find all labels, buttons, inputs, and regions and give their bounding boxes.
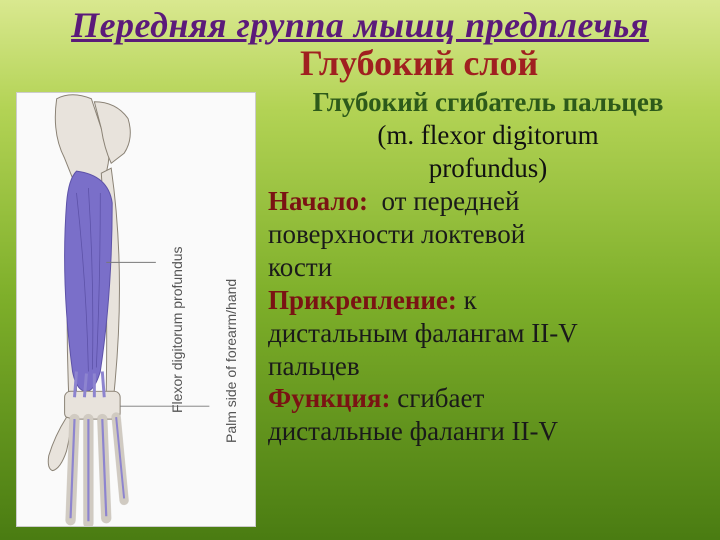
muscle-name: Глубокий сгибатель пальцев <box>268 86 708 119</box>
function-line-2: дистальные фаланги II-V <box>268 415 708 448</box>
figure-label-muscle: Flexor digitorum profundus <box>169 246 185 413</box>
page-title: Передняя группа мышц предплечья <box>0 0 720 46</box>
forearm-illustration <box>17 93 255 526</box>
origin-line-2: поверхности локтевой <box>268 218 708 251</box>
function-text-a: сгибает <box>397 383 484 413</box>
latin-name-line1: (m. flexor digitorum <box>268 119 708 152</box>
origin-label: Начало: <box>268 186 368 216</box>
origin-text-a: от передней <box>382 186 520 216</box>
insertion-label: Прикрепление: <box>268 285 457 315</box>
insertion-line-3: пальцев <box>268 350 708 383</box>
text-block: Глубокий сгибатель пальцев (m. flexor di… <box>268 86 708 448</box>
insertion-text-a: к <box>464 285 477 315</box>
latin-name-line2: profundus) <box>268 152 708 185</box>
insertion-line-2: дистальным фалангам II-V <box>268 317 708 350</box>
origin-line-1: Начало: от передней <box>268 185 708 218</box>
anatomy-figure: Flexor digitorum profundus Palm side of … <box>16 92 256 527</box>
origin-line-3: кости <box>268 251 708 284</box>
content-area: Flexor digitorum profundus Palm side of … <box>0 86 720 540</box>
insertion-line-1: Прикрепление: к <box>268 284 708 317</box>
figure-label-orientation: Palm side of forearm/hand <box>223 279 239 443</box>
function-label: Функция: <box>268 383 391 413</box>
page-subtitle: Глубокий слой <box>0 42 720 84</box>
function-line-1: Функция: сгибает <box>268 382 708 415</box>
